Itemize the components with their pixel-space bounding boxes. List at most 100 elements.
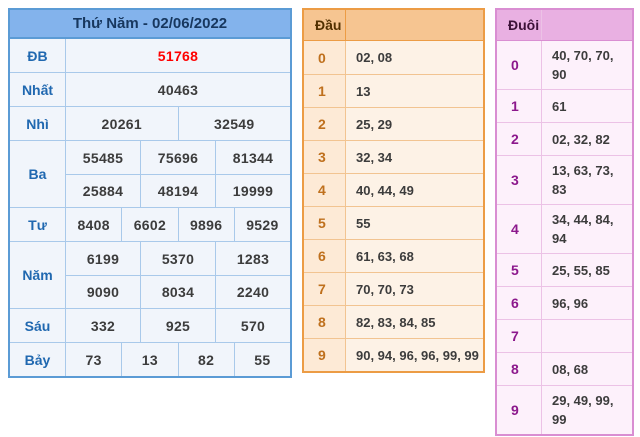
dau-row: 9 90, 94, 96, 96, 99, 99 bbox=[304, 338, 483, 371]
duoi-digit: 2 bbox=[497, 123, 542, 155]
prize-number: 19999 bbox=[215, 175, 290, 207]
dau-digit: 0 bbox=[304, 41, 346, 74]
prize-number: 81344 bbox=[215, 141, 290, 174]
dau-numbers: 32, 34 bbox=[356, 149, 393, 165]
duoi-row: 8 08, 68 bbox=[497, 352, 632, 385]
dau-digit: 4 bbox=[304, 174, 346, 206]
dau-numbers: 40, 44, 49 bbox=[356, 182, 414, 198]
dau-numbers: 02, 08 bbox=[356, 50, 393, 65]
prize-number: 55485 bbox=[82, 149, 124, 166]
prize-label: Sáu bbox=[10, 309, 66, 342]
results-table-title: Thứ Năm - 02/06/2022 bbox=[10, 10, 290, 39]
prize-line: 20261 32549 bbox=[66, 107, 290, 140]
results-table-body: ĐB 51768 Nhất 40463 Nhì 20261 32549 Ba 55485 7569… bbox=[10, 39, 290, 376]
dau-header-label: Đầu bbox=[304, 10, 346, 40]
prize-number: 925 bbox=[140, 309, 215, 342]
duoi-table: Đuôi 0 40, 70, 70, 90 1 61 2 02, 32, 82 3 13, 6… bbox=[495, 8, 634, 436]
prize-label: Tư bbox=[10, 208, 66, 241]
dau-numbers: 25, 29 bbox=[356, 116, 393, 132]
prize-line: 73 13 82 55 bbox=[66, 343, 290, 376]
prize-row: Nhì 20261 32549 bbox=[10, 106, 290, 140]
dau-table: Đầu 0 02, 08 1 13 2 25, 29 3 32, 34 4 40, 44, 49 5… bbox=[302, 8, 485, 373]
prize-line: 332 925 570 bbox=[66, 309, 290, 342]
prize-row: Tư 8408 6602 9896 9529 bbox=[10, 207, 290, 241]
duoi-numbers: 40, 70, 70, 90 bbox=[552, 48, 614, 82]
prize-number: 9090 bbox=[86, 284, 120, 300]
prize-line: 40463 bbox=[66, 73, 290, 106]
prize-values: 40463 bbox=[66, 73, 290, 106]
prize-values: 8408 6602 9896 9529 bbox=[66, 208, 290, 241]
prize-number: 9896 bbox=[177, 208, 234, 241]
duoi-row: 6 96, 96 bbox=[497, 286, 632, 319]
prize-number: 51768 bbox=[157, 47, 199, 64]
prize-number: 73 bbox=[85, 351, 102, 368]
prize-label: Nhì bbox=[10, 107, 66, 140]
duoi-numbers: 25, 55, 85 bbox=[552, 262, 610, 278]
prize-values: 51768 bbox=[66, 39, 290, 72]
duoi-numbers: 29, 49, 99, 99 bbox=[552, 393, 614, 427]
dau-row: 3 32, 34 bbox=[304, 140, 483, 173]
duoi-digit: 6 bbox=[497, 287, 542, 319]
duoi-header-label: Đuôi bbox=[497, 10, 542, 40]
dau-digit: 6 bbox=[304, 240, 346, 272]
lottery-results-page: Thứ Năm - 02/06/2022 ĐB 51768 Nhất 40463 Nhì… bbox=[8, 8, 634, 436]
prize-number: 40463 bbox=[157, 81, 199, 98]
prize-label: Năm bbox=[10, 242, 66, 308]
prize-line: 6199 5370 1283 bbox=[66, 242, 290, 275]
prize-label: ĐB bbox=[10, 39, 66, 72]
prize-number: 6199 bbox=[86, 250, 120, 267]
duoi-digit: 7 bbox=[497, 320, 542, 352]
dau-row: 2 25, 29 bbox=[304, 107, 483, 140]
prize-number: 5370 bbox=[140, 242, 215, 275]
prize-number: 75696 bbox=[140, 141, 215, 174]
prize-row: Bảy 73 13 82 55 bbox=[10, 342, 290, 376]
duoi-table-body: 0 40, 70, 70, 90 1 61 2 02, 32, 82 3 13, 63, 73… bbox=[497, 41, 632, 434]
prize-number: 48194 bbox=[140, 175, 215, 207]
duoi-digit: 9 bbox=[497, 386, 542, 434]
duoi-row: 3 13, 63, 73, 83 bbox=[497, 155, 632, 204]
results-table: Thứ Năm - 02/06/2022 ĐB 51768 Nhất 40463 Nhì… bbox=[8, 8, 292, 378]
prize-values: 6199 5370 1283 9090 8034 2240 bbox=[66, 242, 290, 308]
duoi-row: 5 25, 55, 85 bbox=[497, 253, 632, 286]
duoi-numbers: 13, 63, 73, 83 bbox=[552, 163, 614, 197]
dau-row: 6 61, 63, 68 bbox=[304, 239, 483, 272]
dau-row: 7 70, 70, 73 bbox=[304, 272, 483, 305]
duoi-table-header: Đuôi bbox=[497, 10, 632, 41]
prize-line: 25884 48194 19999 bbox=[66, 174, 290, 207]
prize-row: Ba 55485 75696 81344 25884 48194 19999 bbox=[10, 140, 290, 207]
duoi-row: 4 34, 44, 84, 94 bbox=[497, 204, 632, 253]
dau-digit: 3 bbox=[304, 141, 346, 173]
prize-row: Nhất 40463 bbox=[10, 72, 290, 106]
prize-line: 8408 6602 9896 9529 bbox=[66, 208, 290, 241]
duoi-digit: 0 bbox=[497, 41, 542, 89]
duoi-row: 1 61 bbox=[497, 89, 632, 122]
dau-digit: 8 bbox=[304, 306, 346, 338]
prize-label: Ba bbox=[10, 141, 66, 207]
dau-numbers: 70, 70, 73 bbox=[356, 281, 414, 297]
prize-row: Sáu 332 925 570 bbox=[10, 308, 290, 342]
duoi-numbers: 61 bbox=[552, 98, 567, 114]
prize-number: 55 bbox=[233, 343, 290, 376]
prize-line: 51768 bbox=[66, 39, 290, 72]
dau-row: 8 82, 83, 84, 85 bbox=[304, 305, 483, 338]
prize-line: 9090 8034 2240 bbox=[66, 275, 290, 308]
prize-number: 13 bbox=[121, 343, 177, 376]
prize-line: 55485 75696 81344 bbox=[66, 141, 290, 174]
duoi-numbers bbox=[542, 320, 632, 352]
dau-numbers: 55 bbox=[356, 215, 371, 231]
dau-row: 0 02, 08 bbox=[304, 41, 483, 74]
duoi-digit: 4 bbox=[497, 205, 542, 253]
duoi-row: 2 02, 32, 82 bbox=[497, 122, 632, 155]
duoi-numbers: 08, 68 bbox=[552, 361, 589, 377]
dau-row: 4 40, 44, 49 bbox=[304, 173, 483, 206]
prize-values: 55485 75696 81344 25884 48194 19999 bbox=[66, 141, 290, 207]
dau-numbers: 90, 94, 96, 96, 99, 99 bbox=[356, 347, 479, 363]
dau-row: 1 13 bbox=[304, 74, 483, 107]
dau-numbers: 13 bbox=[356, 83, 371, 99]
dau-digit: 5 bbox=[304, 207, 346, 239]
duoi-numbers: 96, 96 bbox=[552, 295, 589, 311]
prize-label: Nhất bbox=[10, 73, 66, 106]
prize-number: 32549 bbox=[177, 107, 291, 140]
prize-row: Năm 6199 5370 1283 9090 8034 2240 bbox=[10, 241, 290, 308]
prize-number: 25884 bbox=[82, 183, 124, 199]
